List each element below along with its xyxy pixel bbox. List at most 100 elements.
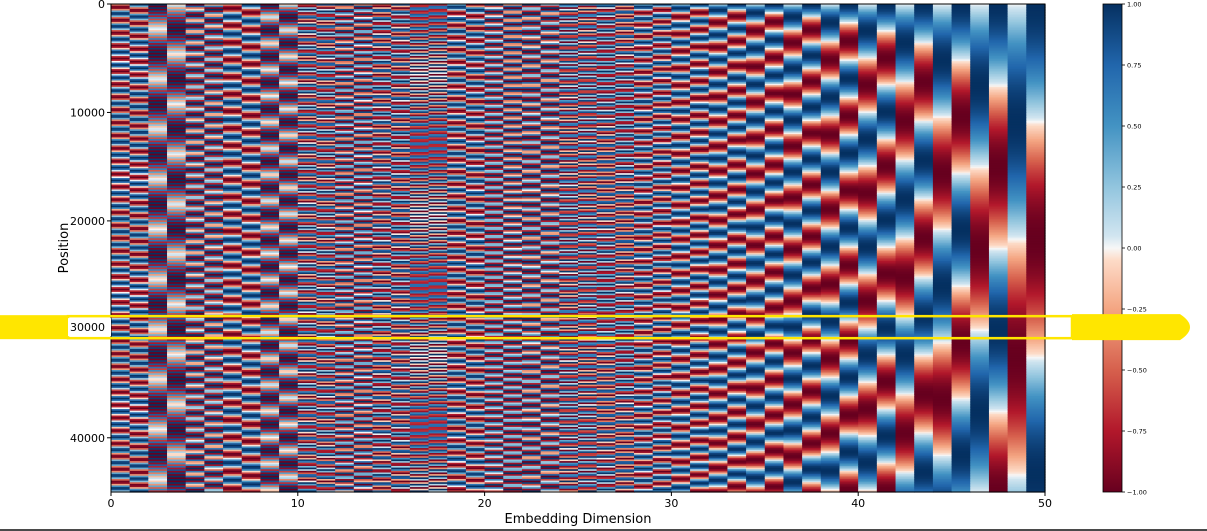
heatmap-cell: [185, 135, 205, 138]
heatmap-cell: [204, 51, 224, 54]
heatmap-cell: [167, 152, 187, 155]
heatmap-cell: [185, 86, 205, 90]
heatmap-cell: [185, 267, 205, 270]
heatmap-cell: [185, 173, 205, 176]
heatmap-cell: [148, 420, 168, 423]
heatmap-cell: [148, 374, 168, 378]
heatmap-cell: [148, 454, 168, 457]
heatmap-cell: [167, 446, 187, 449]
heatmap-cell: [185, 72, 205, 75]
heatmap-cell: [111, 368, 131, 371]
heatmap-cell: [129, 423, 149, 426]
heatmap-cell: [167, 20, 187, 23]
heatmap-cell: [185, 119, 205, 122]
heatmap-cell: [204, 20, 224, 23]
heatmap-cell: [185, 301, 205, 304]
heatmap-cell: [111, 147, 131, 150]
heatmap-cell: [129, 139, 149, 142]
heatmap-cell: [204, 441, 224, 444]
heatmap-cell: [148, 404, 168, 407]
heatmap-cell: [167, 327, 187, 330]
heatmap-cell: [204, 142, 224, 145]
heatmap-cell: [148, 34, 168, 38]
heatmap-cell: [167, 80, 187, 83]
heatmap-cell: [204, 443, 224, 446]
heatmap-cell: [111, 77, 131, 80]
heatmap-cell: [167, 422, 187, 425]
heatmap-cell: [129, 134, 149, 137]
heatmap-cell: [185, 132, 205, 135]
heatmap-cell: [148, 189, 168, 192]
heatmap-cell: [185, 26, 205, 29]
heatmap-cell: [111, 47, 131, 51]
heatmap-cell: [129, 231, 149, 234]
heatmap-cell: [167, 140, 187, 143]
heatmap-cell: [148, 54, 168, 57]
heatmap-cell: [148, 366, 168, 369]
heatmap-cell: [167, 218, 187, 221]
heatmap-cell: [204, 43, 224, 46]
heatmap-cell: [129, 147, 149, 150]
heatmap-cell: [129, 322, 149, 326]
heatmap-cell: [111, 106, 131, 109]
heatmap-cell: [148, 363, 168, 366]
heatmap-cell: [148, 282, 168, 285]
heatmap-cell: [167, 199, 187, 202]
heatmap-cell: [185, 106, 205, 109]
heatmap-cell: [148, 261, 168, 264]
heatmap-cell: [111, 363, 131, 366]
heatmap-cell: [204, 90, 224, 93]
heatmap-cell: [204, 88, 224, 91]
heatmap-cell: [148, 472, 168, 475]
heatmap-cell: [204, 407, 224, 410]
heatmap-cell: [185, 400, 205, 404]
heatmap-cell: [167, 126, 187, 129]
heatmap-cell: [129, 7, 149, 10]
heatmap-cell: [129, 236, 149, 239]
heatmap-cell: [111, 386, 131, 389]
heatmap-cell: [111, 124, 131, 127]
heatmap-cell: [167, 49, 187, 52]
heatmap-cell: [129, 202, 149, 205]
heatmap-cell: [167, 103, 187, 106]
heatmap-cell: [129, 135, 149, 138]
heatmap-cell: [185, 126, 205, 129]
heatmap-cell: [111, 78, 131, 82]
heatmap-cell: [204, 80, 224, 83]
heatmap-cell: [129, 246, 149, 249]
heatmap-cell: [129, 49, 149, 52]
heatmap-cell: [185, 143, 205, 147]
heatmap-cell: [167, 261, 187, 264]
heatmap-cell: [167, 13, 187, 16]
heatmap-cell: [167, 78, 187, 82]
heatmap-cell: [185, 192, 205, 195]
heatmap-cell: [129, 402, 149, 405]
heatmap-cell: [167, 181, 187, 184]
heatmap-cell: [204, 400, 224, 404]
heatmap-cell: [111, 376, 131, 379]
heatmap-cell: [148, 267, 168, 270]
heatmap-cell: [129, 425, 149, 428]
heatmap-cell: [185, 51, 205, 54]
heatmap-cell: [185, 8, 205, 12]
heatmap-cell: [204, 52, 224, 56]
heatmap-cell: [185, 249, 205, 252]
heatmap-cell: [111, 404, 131, 407]
heatmap-cell: [129, 34, 149, 38]
heatmap-cell: [167, 217, 187, 220]
heatmap-cell: [111, 438, 131, 441]
heatmap-cell: [204, 202, 224, 205]
heatmap-cell: [129, 13, 149, 16]
heatmap-cell: [204, 184, 224, 187]
heatmap-cell: [204, 324, 224, 327]
heatmap-cell: [167, 176, 187, 179]
heatmap-cell: [204, 332, 224, 335]
heatmap-cell: [148, 31, 168, 34]
heatmap-cell: [167, 30, 187, 33]
heatmap-cell: [111, 34, 131, 38]
heatmap-cell: [129, 352, 149, 355]
heatmap-cell: [148, 80, 168, 83]
heatmap-cell: [167, 194, 187, 197]
heatmap-cell: [185, 454, 205, 457]
heatmap-cell: [129, 465, 149, 469]
